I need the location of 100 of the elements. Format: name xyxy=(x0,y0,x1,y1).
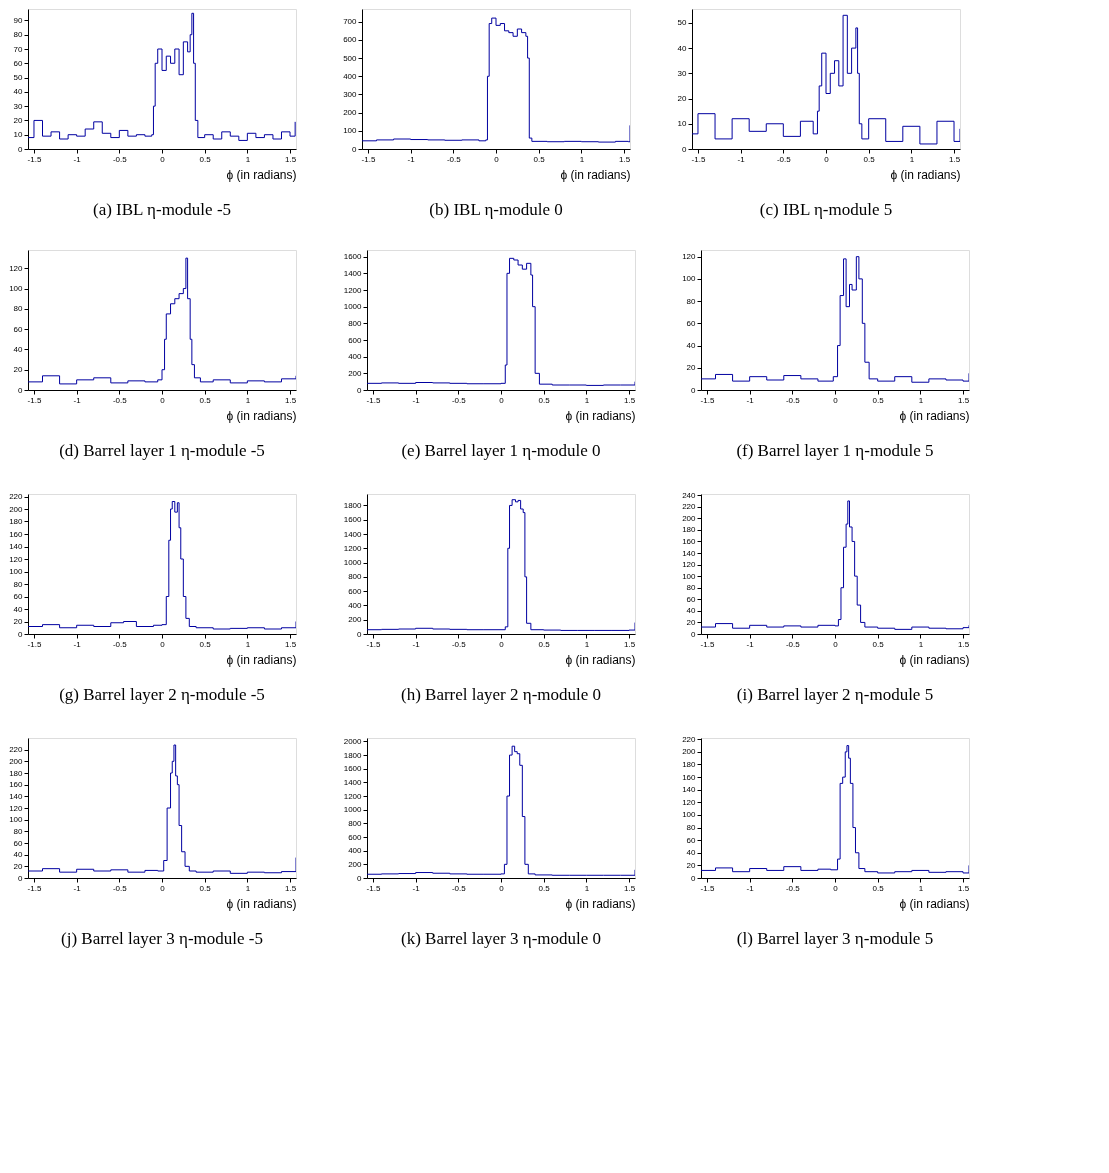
y-tick-label: 400 xyxy=(348,846,363,856)
x-tick-label: 1.5 xyxy=(618,154,631,164)
x-tick-label: 0 xyxy=(494,154,500,164)
x-axis-title: ϕ (in radians) xyxy=(899,652,970,667)
x-tick-label: -1.5 xyxy=(361,154,376,164)
y-tick-label: 90 xyxy=(13,15,24,25)
y-tick-label: 120 xyxy=(9,554,24,564)
y-tick-label: 70 xyxy=(13,44,24,54)
y-tick-label: 0 xyxy=(357,873,363,883)
y-tick-label: 240 xyxy=(682,490,697,500)
x-tick-label: 0 xyxy=(833,883,839,893)
x-tick-label: 1.5 xyxy=(957,395,970,405)
x-axis-title: ϕ (in radians) xyxy=(226,652,297,667)
y-tick-label: 1600 xyxy=(343,764,363,774)
x-axis-title: ϕ (in radians) xyxy=(226,896,297,911)
x-tick-label: -1 xyxy=(412,395,421,405)
x-tick-label: 0.5 xyxy=(872,395,885,405)
y-tick-label: 20 xyxy=(13,617,24,626)
x-tick-label: 0 xyxy=(833,639,839,649)
y-tick-label: 1200 xyxy=(343,791,363,801)
y-tick-label: 100 xyxy=(9,567,24,576)
text: (f) Barrel layer 1 η-module 5 xyxy=(736,441,934,460)
x-tick-label: 0 xyxy=(499,639,505,649)
y-tick-label: 400 xyxy=(348,352,363,362)
x-tick-label: 1.5 xyxy=(957,639,970,649)
x-axis-title: ϕ (in radians) xyxy=(565,408,636,423)
x-tick-label: 1.5 xyxy=(623,395,636,405)
x-tick-label: 1 xyxy=(584,883,590,893)
y-tick-label: 30 xyxy=(677,68,688,78)
x-tick-label: -0.5 xyxy=(112,883,128,893)
x-tick-label: 0.5 xyxy=(199,395,212,405)
y-tick-label: 500 xyxy=(343,53,358,63)
x-axis-title: ϕ (in radians) xyxy=(899,896,970,911)
y-tick-label: 80 xyxy=(13,826,24,836)
y-tick-label: 40 xyxy=(686,848,697,858)
x-tick-label: 0 xyxy=(833,395,839,405)
y-tick-label: 100 xyxy=(682,810,697,820)
y-tick-label: 0 xyxy=(357,629,363,639)
x-tick-label: 0 xyxy=(160,639,166,649)
y-tick-label: 800 xyxy=(348,818,363,828)
y-tick-label: 60 xyxy=(686,835,697,845)
x-tick-label: -0.5 xyxy=(112,395,128,405)
x-axis-title: ϕ (in radians) xyxy=(565,652,636,667)
x-tick-label: 0 xyxy=(499,395,505,405)
y-tick-label: 80 xyxy=(13,304,24,314)
x-tick-label: 0.5 xyxy=(872,639,885,649)
y-tick-label: 0 xyxy=(357,385,363,395)
y-tick-label: 220 xyxy=(682,734,697,744)
y-tick-label: 120 xyxy=(9,803,24,813)
x-tick-label: -0.5 xyxy=(785,395,801,405)
x-tick-label: 0 xyxy=(499,883,505,893)
y-tick-label: 20 xyxy=(13,861,24,871)
y-tick-label: 400 xyxy=(348,600,363,610)
x-tick-label: 1 xyxy=(909,154,915,164)
x-tick-label: -0.5 xyxy=(785,639,801,649)
y-tick-label: 600 xyxy=(348,335,363,345)
x-tick-label: -1 xyxy=(73,639,82,649)
x-tick-label: -1.5 xyxy=(700,883,715,893)
y-tick-label: 0 xyxy=(18,629,24,639)
y-tick-label: 40 xyxy=(686,606,697,616)
y-tick-label: 1000 xyxy=(343,558,363,568)
y-tick-label: 1000 xyxy=(343,302,363,312)
x-tick-label: -1.5 xyxy=(27,883,42,893)
y-tick-label: 0 xyxy=(691,873,697,883)
y-tick-label: 140 xyxy=(682,548,697,558)
x-tick-label: -1 xyxy=(73,395,82,405)
x-tick-label: -1.5 xyxy=(366,639,381,649)
y-tick-label: 80 xyxy=(13,30,24,40)
y-tick-label: 1600 xyxy=(343,252,363,262)
x-tick-label: -1 xyxy=(412,883,421,893)
text: (e) Barrel layer 1 η-module 0 xyxy=(401,441,601,460)
x-tick-label: 0.5 xyxy=(533,154,546,164)
y-tick-label: 0 xyxy=(352,144,358,154)
y-tick-label: 60 xyxy=(686,594,697,604)
x-tick-label: 0.5 xyxy=(199,639,212,649)
x-tick-label: 1.5 xyxy=(957,883,970,893)
y-tick-label: 180 xyxy=(9,517,24,526)
y-tick-label: 40 xyxy=(677,43,688,53)
y-tick-label: 20 xyxy=(13,115,24,125)
y-tick-label: 0 xyxy=(18,873,24,883)
y-tick-label: 80 xyxy=(686,296,697,306)
y-tick-label: 200 xyxy=(348,615,363,625)
x-tick-label: -1 xyxy=(746,639,755,649)
x-tick-label: -0.5 xyxy=(112,639,128,649)
x-tick-label: -1 xyxy=(412,639,421,649)
y-tick-label: 80 xyxy=(686,583,697,593)
y-tick-label: 140 xyxy=(682,785,697,795)
y-tick-label: 140 xyxy=(9,542,24,551)
y-tick-label: 1400 xyxy=(343,777,363,787)
y-tick-label: 40 xyxy=(13,604,24,614)
y-tick-label: 50 xyxy=(13,73,24,83)
y-tick-label: 1800 xyxy=(343,750,363,760)
x-tick-label: 1.5 xyxy=(948,154,961,164)
y-tick-label: 160 xyxy=(9,780,24,790)
x-tick-label: 1.5 xyxy=(284,883,297,893)
text: (c) IBL η-module 5 xyxy=(759,200,893,219)
y-tick-label: 200 xyxy=(348,859,363,869)
y-tick-label: 1200 xyxy=(343,543,363,553)
y-tick-label: 160 xyxy=(682,536,697,546)
x-tick-label: -1 xyxy=(73,883,82,893)
